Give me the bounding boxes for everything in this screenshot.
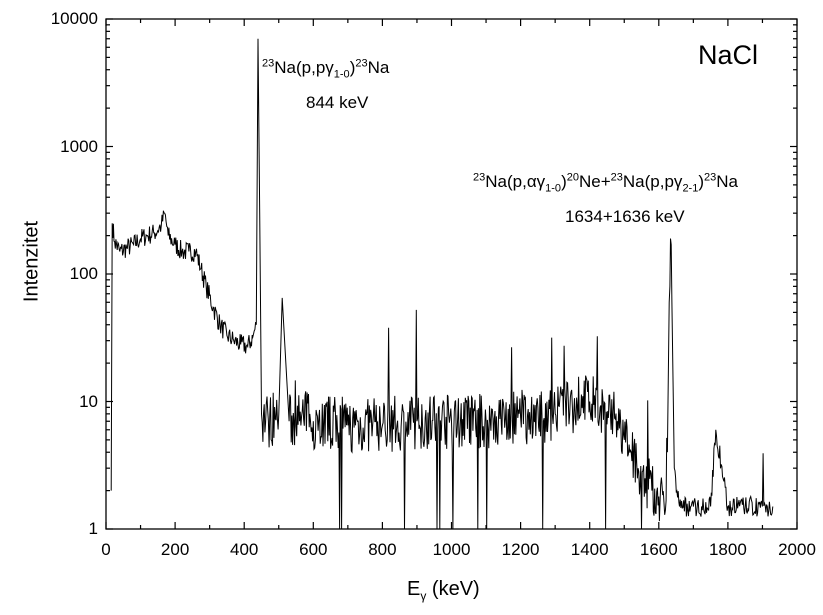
annotation-na-844: 23Na(p,pγ1-0)23Na — [262, 57, 390, 81]
annotation-na-ne-1634-energy: 1634+1636 keV — [565, 207, 685, 226]
annotation-text-part: Na — [716, 172, 738, 191]
annotation-text-part: 23 — [262, 57, 275, 70]
spectrum-series-line — [110, 38, 774, 530]
x-tick-label: 200 — [160, 540, 190, 559]
annotation-text-part: Ne+ — [578, 172, 611, 191]
y-tick-label: 100 — [69, 264, 98, 283]
annotation-text-part: 20 — [566, 171, 579, 184]
x-tick-label: 1400 — [570, 540, 609, 559]
x-axis-label-unit: (keV) — [431, 578, 480, 600]
x-axis-label: Eγ (keV) — [407, 578, 480, 603]
annotation-text-part: 23 — [355, 57, 368, 70]
x-axis-label-subscript: γ — [420, 589, 427, 603]
annotation-text-part: 2-1 — [682, 182, 699, 195]
annotation-text-part: ) — [698, 172, 705, 191]
annotation-text-part: 1-0 — [545, 182, 562, 195]
x-tick-label: 1200 — [501, 540, 540, 559]
annotation-text-part: Na(p,pγ — [274, 58, 334, 77]
y-tick-label: 10000 — [50, 9, 98, 28]
x-tick-label: 1000 — [432, 540, 471, 559]
annotation-text-part: Na(p,pγ — [622, 172, 683, 191]
x-tick-label: 1600 — [639, 540, 678, 559]
y-tick-label: 10 — [79, 391, 98, 411]
annotation-na-844-energy: 844 keV — [306, 93, 369, 112]
x-tick-label: 2000 — [778, 540, 816, 559]
annotation-text-part: 23 — [704, 171, 717, 184]
annotation-text-part: ) — [561, 172, 567, 191]
y-axis-label: Intenzitet — [20, 220, 43, 303]
plot-frame — [105, 18, 798, 530]
annotation-text-part: Na — [367, 58, 390, 77]
annotation-text-part: 23 — [473, 171, 486, 184]
x-tick-label: 800 — [368, 540, 397, 559]
x-tick-label: 0 — [101, 540, 111, 559]
y-tick-label: 1000 — [60, 136, 98, 156]
annotation-text-part: 23 — [610, 171, 623, 184]
sample-label: NaCl — [698, 40, 759, 70]
x-tick-label: 1800 — [708, 540, 747, 559]
x-tick-label: 600 — [299, 540, 328, 559]
y-tick-label: 1 — [88, 519, 98, 538]
annotation-text-part: 1-0 — [333, 68, 350, 81]
annotation-text-part: ) — [349, 58, 356, 77]
annotation-na-ne-1634: 23Na(p,αγ1-0)20Ne+23Na(p,pγ2-1)23Na — [473, 171, 738, 195]
annotation-text-part: Na(p,αγ — [485, 172, 546, 191]
x-tick-label: 400 — [230, 540, 259, 559]
x-axis-label-symbol: E — [407, 578, 421, 600]
